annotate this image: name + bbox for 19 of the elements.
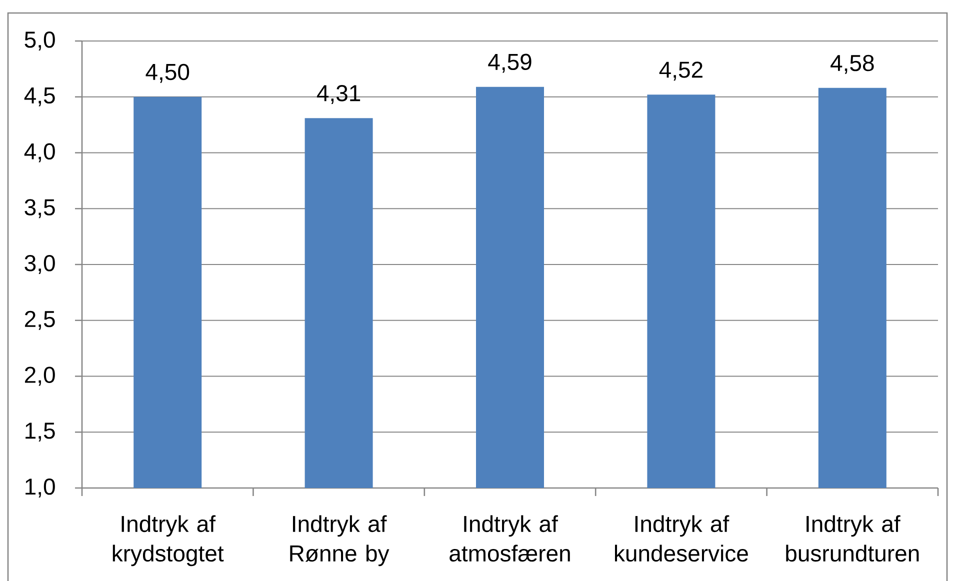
y-tick-label: 2,5 [24,310,55,330]
y-tick-label: 4,0 [24,143,55,162]
x-tick-label: Indtryk af kundeservice [614,515,748,562]
y-tick-label: 4,5 [24,87,55,106]
y-tick-label: 2,0 [24,366,55,386]
y-tick-label: 3,0 [24,255,55,274]
data-label: 4,52 [659,62,702,81]
data-label: 4,58 [830,54,874,74]
data-label: 4,59 [488,54,532,73]
y-tick-label: 1,0 [26,478,55,498]
x-tick-label: Indtryk af busrundturen [786,515,919,562]
x-tick-label: Indtryk af atmosfæren [450,515,570,562]
y-tick-label: 3,5 [24,199,55,218]
y-tick-label: 5,0 [24,32,55,51]
data-label: 4,50 [146,64,190,83]
y-tick-label: 1,5 [26,422,55,442]
x-tick-label: Indtryk af krydstogtet [112,515,224,566]
x-tick-label: Indtryk af Rønne by [290,515,390,566]
data-label: 4,31 [316,85,360,104]
